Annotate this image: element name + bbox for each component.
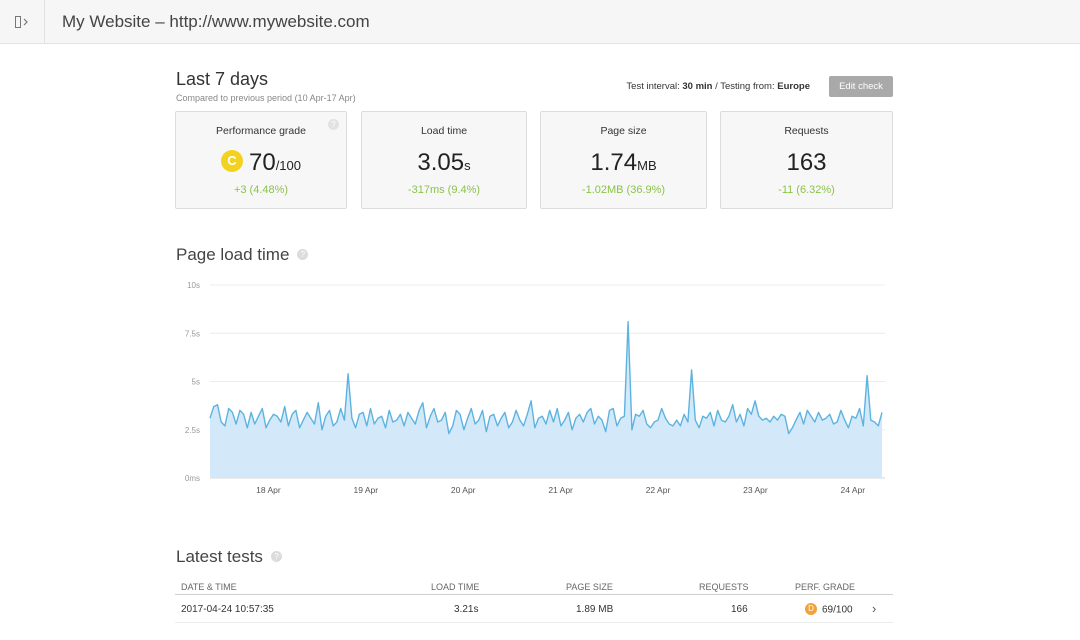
y-tick-label: 7.5s — [185, 329, 200, 338]
grade-badge: D — [805, 603, 817, 615]
metric-cards: Performance grade ? C 70/100 +3 (4.48%) L… — [175, 111, 893, 209]
x-tick-label: 23 Apr — [743, 485, 768, 495]
testing-from-label: / Testing from: — [715, 81, 775, 92]
card-change: -1.02MB (36.9%) — [581, 184, 666, 196]
section-title-text: Page load time — [176, 245, 290, 264]
column-header-perf-grade[interactable]: PERF. GRADE — [795, 582, 856, 592]
page-size-value: 1.74 — [590, 149, 638, 176]
x-tick-label: 19 Apr — [354, 485, 379, 495]
x-tick-label: 21 Apr — [548, 485, 573, 495]
page-load-time-title: Page load time? — [176, 245, 309, 265]
x-tick-label: 24 Apr — [840, 485, 865, 495]
row-datetime: 2017-04-24 10:57:35 — [181, 604, 274, 615]
row-perf-grade: D 69/100 — [805, 603, 853, 616]
testing-from-value: Europe — [777, 81, 810, 92]
period-title: Last 7 days — [176, 69, 269, 89]
x-tick-label: 18 Apr — [256, 485, 281, 495]
row-requests: 166 — [731, 604, 748, 615]
card-value: 163 — [721, 149, 892, 177]
card-label: Performance grade — [216, 125, 306, 137]
load-time-value: 3.05 — [417, 149, 465, 176]
x-tick-label: 20 Apr — [451, 485, 476, 495]
grade-value: 69/100 — [822, 604, 853, 616]
period-comparison: Compared to previous period (10 Apr-17 A… — [176, 93, 356, 103]
table-header: DATE & TIME LOAD TIME PAGE SIZE REQUESTS… — [175, 578, 893, 595]
y-tick-label: 0ms — [185, 474, 200, 483]
edit-check-button[interactable]: Edit check — [829, 76, 893, 97]
column-header-page-size[interactable]: PAGE SIZE — [566, 582, 613, 592]
card-label: Load time — [420, 125, 468, 137]
sidebar-toggle-icon — [15, 15, 28, 28]
test-interval-value: 30 min — [682, 81, 713, 92]
site-title: My Website – http://www.mywebsite.com — [62, 11, 370, 31]
help-icon[interactable]: ? — [328, 119, 339, 130]
latest-tests-table: DATE & TIME LOAD TIME PAGE SIZE REQUESTS… — [175, 578, 893, 623]
test-interval-label: Test interval: — [626, 81, 680, 92]
card-value: 1.74MB — [541, 149, 706, 177]
column-header-load-time[interactable]: LOAD TIME — [431, 582, 480, 592]
load-time-line[interactable] — [209, 321, 883, 435]
card-change: -317ms (9.4%) — [407, 184, 481, 196]
card-value: C 70/100 — [176, 149, 346, 177]
grade-badge: C — [220, 149, 243, 172]
help-icon[interactable]: ? — [297, 249, 309, 261]
section-title-text: Latest tests — [176, 547, 263, 566]
chevron-right-icon[interactable]: › — [872, 601, 877, 616]
page-size-unit: MB — [637, 158, 657, 173]
card-change: +3 (4.48%) — [233, 184, 289, 196]
load-time-unit: s — [464, 158, 471, 173]
column-header-date[interactable]: DATE & TIME — [181, 582, 237, 592]
load-time-area — [210, 321, 882, 478]
x-tick-label: 22 Apr — [646, 485, 671, 495]
card-label: Page size — [600, 125, 647, 137]
card-value: 3.05s — [362, 149, 526, 177]
load-time-card: Load time 3.05s -317ms (9.4%) — [361, 111, 527, 209]
column-header-requests[interactable]: REQUESTS — [699, 582, 749, 592]
grade-unit: /100 — [275, 158, 301, 173]
y-tick-label: 5s — [192, 378, 200, 387]
page-size-card: Page size 1.74MB -1.02MB (36.9%) — [540, 111, 707, 209]
latest-tests-title: Latest tests? — [176, 547, 282, 567]
card-label: Requests — [784, 125, 829, 137]
y-tick-label: 2.5s — [185, 426, 200, 435]
help-icon[interactable]: ? — [270, 551, 282, 563]
requests-card: Requests 163 -11 (6.32%) — [720, 111, 893, 209]
grade-score: 70 — [248, 149, 276, 176]
y-tick-label: 10s — [187, 281, 200, 290]
row-load-time: 3.21s — [454, 604, 479, 615]
test-info: Test interval: 30 min / Testing from: Eu… — [626, 81, 810, 92]
row-page-size: 1.89 MB — [576, 604, 614, 615]
card-change: -11 (6.32%) — [778, 184, 835, 196]
page-load-time-chart: 0ms 2.5s 5s 7.5s 10s 18 Apr 19 Apr 20 Apr 21 Apr… — [185, 281, 885, 495]
performance-grade-card: Performance grade ? C 70/100 +3 (4.48%) — [175, 111, 347, 209]
top-bar: My Website – http://www.mywebsite.com — [0, 0, 1080, 44]
requests-value: 163 — [786, 149, 827, 176]
sidebar-toggle-button[interactable] — [0, 0, 45, 44]
